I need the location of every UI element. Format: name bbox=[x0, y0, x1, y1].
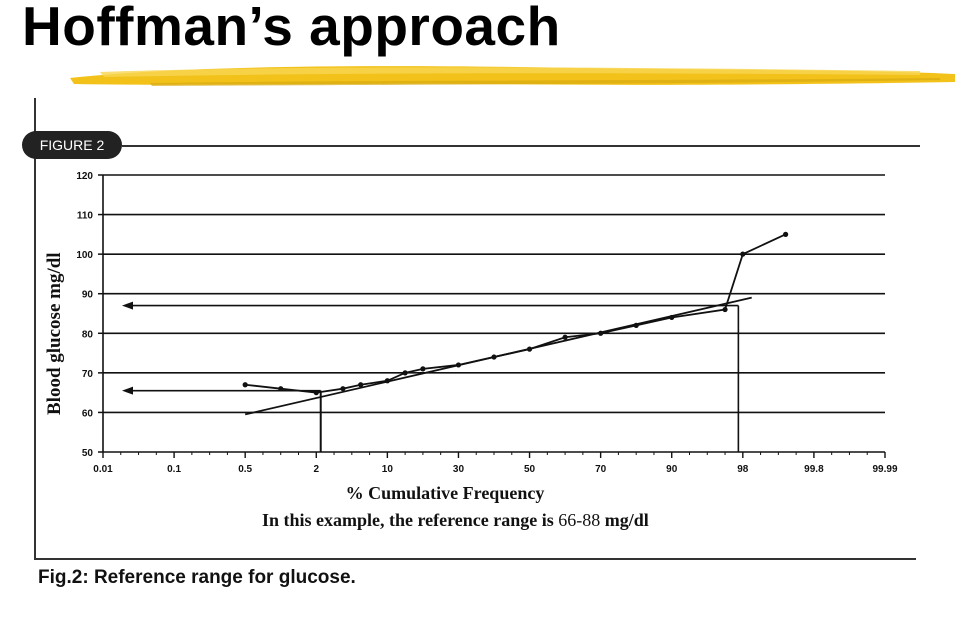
data-point bbox=[278, 386, 284, 392]
figure-badge: FIGURE 2 bbox=[22, 131, 122, 159]
data-point bbox=[384, 378, 390, 384]
y-tick-label: 110 bbox=[77, 211, 94, 222]
x-tick-label: 99.8 bbox=[804, 464, 824, 475]
x-tick-label: 50 bbox=[524, 464, 536, 475]
slide-title: Hoffman’s approach bbox=[22, 0, 561, 57]
note-prefix: In this example, the reference range is bbox=[262, 510, 554, 530]
note-range: 66-88 bbox=[558, 510, 601, 530]
data-point bbox=[722, 306, 728, 313]
brush-stroke-light bbox=[100, 67, 920, 77]
data-point bbox=[562, 334, 568, 340]
y-tick-label: 90 bbox=[82, 290, 94, 301]
y-tick-label: 60 bbox=[82, 408, 94, 419]
x-tick-label: 10 bbox=[382, 464, 394, 475]
title-underline-brush bbox=[70, 66, 955, 86]
brush-stroke-dark bbox=[150, 78, 940, 86]
data-point bbox=[420, 366, 426, 372]
figure-caption: Fig.2: Reference range for glucose. bbox=[38, 567, 356, 588]
data-point bbox=[358, 382, 364, 388]
x-tick-label: 0.5 bbox=[238, 464, 252, 475]
data-point bbox=[633, 322, 639, 328]
data-point bbox=[402, 370, 408, 376]
x-tick-label: 0.01 bbox=[93, 464, 113, 475]
y-axis-label: Blood glucose mg/dl bbox=[44, 252, 65, 415]
x-axis-label: % Cumulative Frequency bbox=[345, 483, 545, 503]
y-tick-label: 120 bbox=[76, 171, 93, 182]
x-tick-label: 90 bbox=[666, 464, 678, 475]
data-point bbox=[740, 251, 746, 257]
data-point bbox=[598, 330, 604, 336]
series-line bbox=[245, 233, 786, 394]
x-tick-label: 98 bbox=[737, 464, 749, 475]
data-point bbox=[340, 386, 346, 392]
data-point bbox=[783, 231, 789, 237]
reference-range-note: In this example, the reference range is … bbox=[262, 510, 649, 531]
x-tick-label: 99.99 bbox=[872, 464, 897, 475]
x-tick-label: 30 bbox=[453, 464, 465, 475]
reference-arrow-head bbox=[122, 301, 133, 310]
data-point bbox=[242, 382, 248, 388]
x-tick-label: 2 bbox=[313, 464, 319, 475]
data-point bbox=[313, 390, 319, 396]
y-tick-label: 100 bbox=[76, 250, 93, 261]
data-point bbox=[526, 346, 533, 352]
data-point bbox=[669, 314, 675, 321]
note-unit: mg/dl bbox=[604, 510, 649, 530]
x-tick-label: 70 bbox=[595, 464, 607, 475]
y-tick-label: 70 bbox=[82, 369, 94, 380]
x-tick-label: 0.1 bbox=[167, 464, 181, 475]
reference-arrow-head bbox=[122, 386, 133, 395]
data-point bbox=[455, 362, 462, 368]
y-tick-label: 50 bbox=[82, 448, 94, 459]
y-tick-label: 80 bbox=[82, 329, 94, 340]
data-point bbox=[491, 354, 497, 360]
figure-frame bbox=[34, 98, 916, 560]
